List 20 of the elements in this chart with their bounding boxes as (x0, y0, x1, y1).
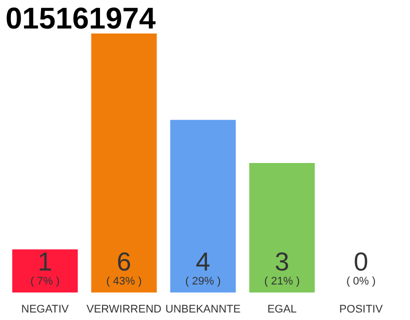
annotation: ( 29% ) (185, 276, 221, 288)
x-tick-label: NEGATIV (21, 304, 70, 316)
x-tick-label: EGAL (267, 304, 297, 316)
data-label: 6 (116, 246, 132, 276)
bar (12, 249, 78, 292)
x-tick-label: UNBEKANNTE (165, 304, 241, 316)
data-label: 4 (196, 246, 210, 276)
annotation: ( 7% ) (30, 276, 60, 288)
bar (170, 120, 236, 292)
annotation: ( 43% ) (106, 276, 142, 288)
x-tick-label: POSITIV (339, 304, 384, 316)
annotation: ( 21% ) (264, 276, 300, 288)
x-tick-label: VERWIRREND (86, 304, 162, 316)
bar (91, 34, 157, 292)
bar (249, 163, 315, 292)
data-label: 0 (354, 246, 368, 276)
data-label: 3 (274, 246, 290, 276)
annotation: ( 0% ) (346, 276, 376, 288)
data-label: 1 (38, 246, 52, 276)
chart-title: 015161974 (6, 2, 156, 36)
